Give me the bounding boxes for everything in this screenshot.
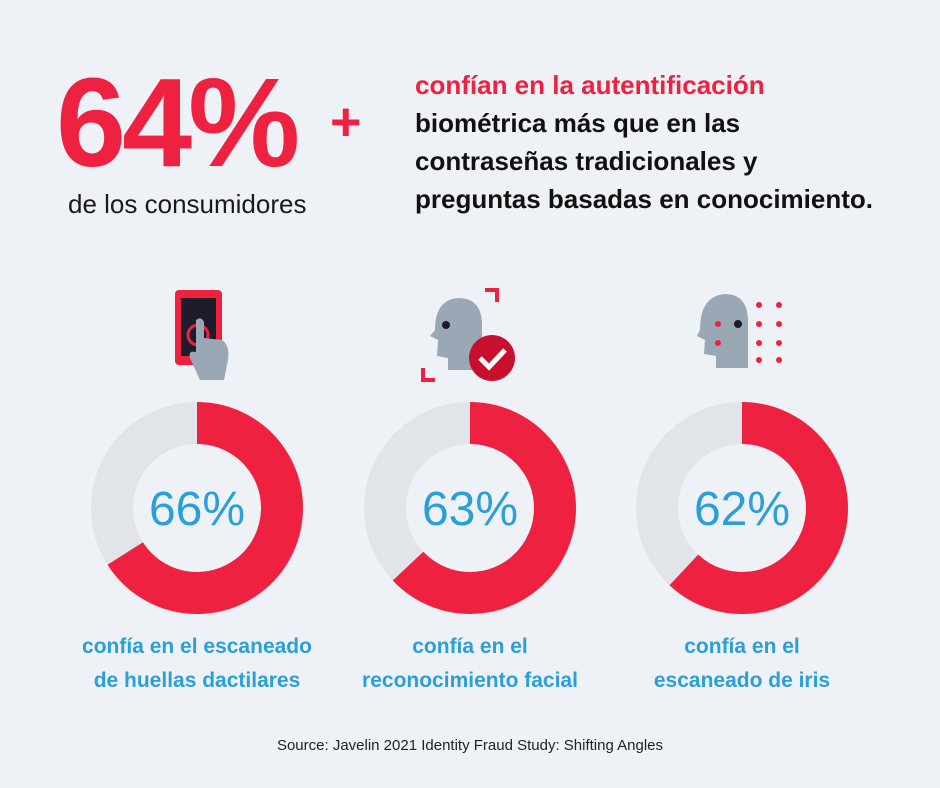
donut-caption: de huellas dactilares	[94, 669, 301, 692]
donut-slice	[107, 402, 303, 614]
donut-value-label: 62%	[694, 483, 790, 536]
donut-slice	[392, 402, 576, 614]
fingerprint-icon	[175, 290, 229, 380]
headline-line: biométrica más que en las	[415, 108, 740, 138]
donut-caption: confía en el	[684, 635, 800, 658]
iris-icon	[697, 294, 782, 368]
source: Source: Javelin 2021 Identity Fraud Stud…	[277, 737, 663, 754]
donut-slice	[669, 402, 848, 614]
stat: 64%	[56, 52, 297, 193]
donut-value-label: 63%	[422, 483, 518, 536]
stat-caption: de los consumidores	[68, 189, 306, 219]
donut-value-label: 66%	[149, 483, 245, 536]
donut-caption: reconocimiento facial	[362, 669, 578, 692]
donut-caption: confía en el	[412, 635, 528, 658]
donut-caption: escaneado de iris	[654, 669, 830, 692]
headline-line: preguntas basadas en conocimiento.	[415, 184, 873, 214]
donut-caption: confía en el escaneado	[82, 635, 312, 658]
headline-highlight: confían en la autentificación	[415, 70, 765, 100]
face-icon	[421, 288, 515, 382]
plus: +	[330, 92, 362, 152]
headline-line: contraseñas tradicionales y	[415, 146, 758, 176]
